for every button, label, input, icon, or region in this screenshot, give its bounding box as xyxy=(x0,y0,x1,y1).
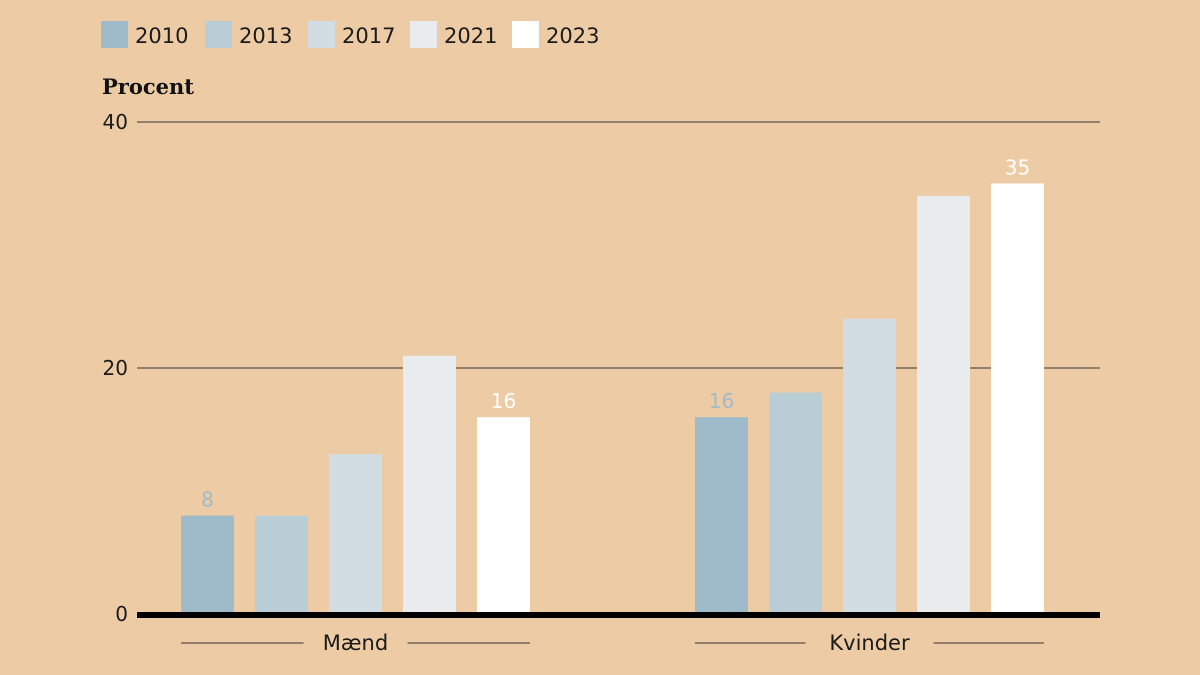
category-label-1: Kvinder xyxy=(829,631,910,655)
bar-Mænd-2017 xyxy=(329,454,382,614)
legend-label-2010: 2010 xyxy=(135,24,188,48)
legend-label-2017: 2017 xyxy=(342,24,395,48)
legend-label-2023: 2023 xyxy=(546,24,599,48)
bar-Kvinder-2010 xyxy=(695,417,748,614)
bar-Mænd-2013 xyxy=(255,515,308,614)
bar-Kvinder-2023 xyxy=(991,183,1044,614)
bar-Kvinder-2017 xyxy=(843,318,896,614)
y-tick-label-0: 0 xyxy=(115,602,128,626)
data-labels: 8 16 16 35 xyxy=(201,156,1030,512)
legend-swatch-2021 xyxy=(410,21,437,48)
legend-swatch-2010 xyxy=(101,21,128,48)
data-label-Kvinder-2023: 35 xyxy=(1005,156,1030,180)
legend-swatch-2013 xyxy=(205,21,232,48)
y-tick-label-40: 40 xyxy=(103,110,128,134)
bar-Mænd-2021 xyxy=(403,355,456,614)
bars xyxy=(181,183,1044,615)
legend-swatch-2017 xyxy=(308,21,335,48)
data-label-Mænd-2023: 16 xyxy=(491,389,516,413)
bar-Mænd-2010 xyxy=(181,515,234,614)
legend-label-2021: 2021 xyxy=(444,24,497,48)
bar-Kvinder-2013 xyxy=(769,392,822,614)
legend-label-2013: 2013 xyxy=(239,24,292,48)
x-axis: Mænd Kvinder xyxy=(137,612,1100,655)
x-axis-baseline xyxy=(137,612,1100,618)
bar-Kvinder-2021 xyxy=(917,195,970,615)
y-axis-label: Procent xyxy=(102,74,194,99)
category-label-0: Mænd xyxy=(323,631,388,655)
y-tick-label-20: 20 xyxy=(103,356,128,380)
data-label-Mænd-2010: 8 xyxy=(201,488,214,512)
legend: 2010 2013 2017 2021 2023 xyxy=(101,21,599,48)
bar-Mænd-2023 xyxy=(477,417,530,614)
legend-swatch-2023 xyxy=(512,21,539,48)
data-label-Kvinder-2010: 16 xyxy=(709,389,734,413)
